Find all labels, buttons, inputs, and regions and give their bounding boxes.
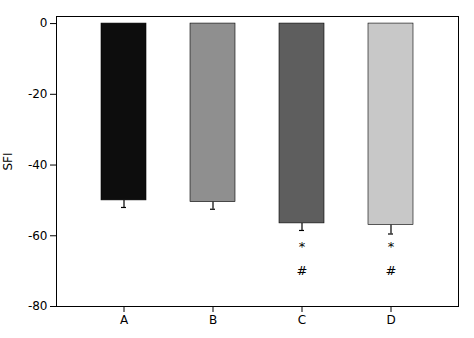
svg-text:#: # xyxy=(386,263,397,278)
svg-text:0: 0 xyxy=(40,16,48,30)
svg-text:A: A xyxy=(120,313,129,327)
svg-text:-60: -60 xyxy=(28,229,48,243)
svg-text:-80: -80 xyxy=(28,299,48,313)
svg-text:B: B xyxy=(209,313,217,327)
svg-text:C: C xyxy=(298,313,306,327)
svg-text:D: D xyxy=(386,313,395,327)
svg-text:-20: -20 xyxy=(28,87,48,101)
svg-text:-40: -40 xyxy=(28,158,48,172)
svg-text:*: * xyxy=(388,239,395,254)
svg-text:*: * xyxy=(299,239,306,254)
svg-text:#: # xyxy=(297,263,308,278)
svg-text:SFI: SFI xyxy=(1,152,15,170)
